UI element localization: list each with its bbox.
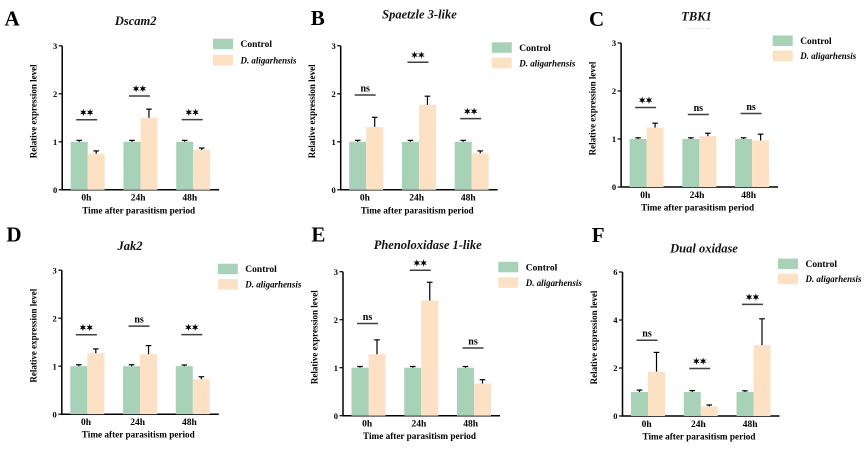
svg-text:24h: 24h [409, 194, 425, 204]
svg-text:Control: Control [526, 263, 558, 273]
svg-text:D. aligarhensis: D. aligarhensis [805, 275, 862, 285]
svg-text:D. aligarhensis: D. aligarhensis [244, 281, 301, 291]
svg-text:Relative expression level: Relative expression level [310, 290, 320, 384]
svg-text:0h: 0h [81, 418, 92, 428]
svg-text:0: 0 [334, 411, 338, 421]
svg-text:48h: 48h [182, 194, 198, 204]
svg-text:1: 1 [612, 134, 616, 144]
svg-text:Relative expression level: Relative expression level [588, 61, 598, 155]
svg-text:3: 3 [612, 38, 616, 48]
svg-text:3: 3 [331, 41, 335, 51]
svg-text:0h: 0h [360, 194, 371, 204]
svg-text:0h: 0h [81, 194, 92, 204]
svg-text:3: 3 [53, 41, 57, 51]
svg-text:ns: ns [363, 312, 373, 323]
svg-text:Dual oxidase: Dual oxidase [669, 242, 738, 256]
svg-text:2: 2 [331, 89, 335, 99]
svg-text:1: 1 [334, 363, 338, 373]
svg-text:TBK1: TBK1 [681, 10, 712, 24]
svg-text:Time after parasitism period: Time after parasitism period [363, 432, 477, 442]
svg-text:0: 0 [53, 409, 57, 419]
svg-text:0h: 0h [362, 420, 373, 430]
svg-text:0: 0 [613, 411, 617, 421]
svg-text:1: 1 [53, 361, 57, 371]
svg-text:D: D [6, 223, 21, 247]
svg-text:-- --- ----- ---: -- --- ----- --- [687, 26, 710, 31]
svg-text:48h: 48h [461, 194, 477, 204]
svg-text:0: 0 [331, 185, 335, 195]
svg-text:Jak2: Jak2 [117, 239, 143, 253]
svg-text:C: C [589, 7, 604, 31]
svg-text:24h: 24h [691, 420, 707, 430]
svg-text:0h: 0h [640, 191, 651, 201]
svg-text:Time after parasitism period: Time after parasitism period [643, 433, 757, 443]
svg-text:0: 0 [612, 182, 616, 192]
svg-text:F: F [592, 223, 605, 247]
svg-text:ns: ns [642, 329, 652, 340]
svg-text:D. aligarhensis: D. aligarhensis [518, 59, 575, 69]
svg-text:Time after parasitism period: Time after parasitism period [641, 204, 755, 214]
svg-text:ns: ns [360, 84, 370, 95]
svg-text:1: 1 [53, 137, 57, 147]
svg-text:ns: ns [134, 315, 144, 326]
svg-text:24h: 24h [412, 420, 428, 430]
svg-text:2: 2 [53, 313, 57, 323]
svg-text:Control: Control [245, 265, 277, 275]
svg-text:Time after parasitism period: Time after parasitism period [361, 206, 475, 216]
svg-text:ns: ns [468, 337, 478, 348]
svg-text:Spaetzle 3-like: Spaetzle 3-like [382, 8, 457, 22]
svg-text:2: 2 [612, 86, 616, 96]
svg-text:Relative expression level: Relative expression level [589, 290, 599, 384]
svg-text:Control: Control [519, 44, 551, 54]
svg-text:2: 2 [613, 363, 617, 373]
svg-text:Control: Control [241, 40, 273, 50]
svg-text:48h: 48h [741, 191, 757, 201]
svg-text:1: 1 [331, 137, 335, 147]
svg-text:2: 2 [53, 89, 57, 99]
svg-text:E: E [311, 223, 325, 247]
svg-text:4: 4 [613, 315, 618, 325]
svg-text:2: 2 [334, 315, 338, 325]
svg-text:3: 3 [53, 265, 57, 275]
svg-text:A: A [5, 7, 21, 31]
svg-text:Control: Control [800, 37, 832, 47]
svg-text:Relative expression level: Relative expression level [307, 64, 317, 158]
svg-text:Relative expression level: Relative expression level [29, 64, 39, 158]
svg-text:24h: 24h [690, 191, 706, 201]
svg-text:6: 6 [613, 267, 617, 277]
svg-text:ns: ns [694, 103, 704, 114]
svg-text:3: 3 [334, 267, 338, 277]
svg-text:48h: 48h [463, 420, 479, 430]
svg-text:24h: 24h [131, 194, 147, 204]
svg-text:Time after parasitism period: Time after parasitism period [82, 206, 196, 216]
svg-text:24h: 24h [130, 418, 146, 428]
svg-text:D. aligarhensis: D. aligarhensis [799, 52, 856, 62]
svg-text:B: B [311, 6, 325, 30]
svg-text:48h: 48h [182, 418, 198, 428]
svg-text:Time after parasitism period: Time after parasitism period [82, 431, 196, 441]
svg-text:Dscam2: Dscam2 [114, 14, 157, 28]
svg-text:Relative expression level: Relative expression level [28, 288, 38, 382]
svg-text:0: 0 [53, 185, 57, 195]
svg-text:Phenoloxidase 1-like: Phenoloxidase 1-like [374, 238, 482, 252]
svg-text:ns: ns [746, 102, 756, 113]
svg-text:D. aligarhensis: D. aligarhensis [525, 279, 582, 289]
svg-text:D. aligarhensis: D. aligarhensis [240, 56, 297, 66]
svg-text:48h: 48h [743, 420, 759, 430]
svg-text:Control: Control [806, 260, 838, 270]
svg-text:0h: 0h [642, 420, 653, 430]
